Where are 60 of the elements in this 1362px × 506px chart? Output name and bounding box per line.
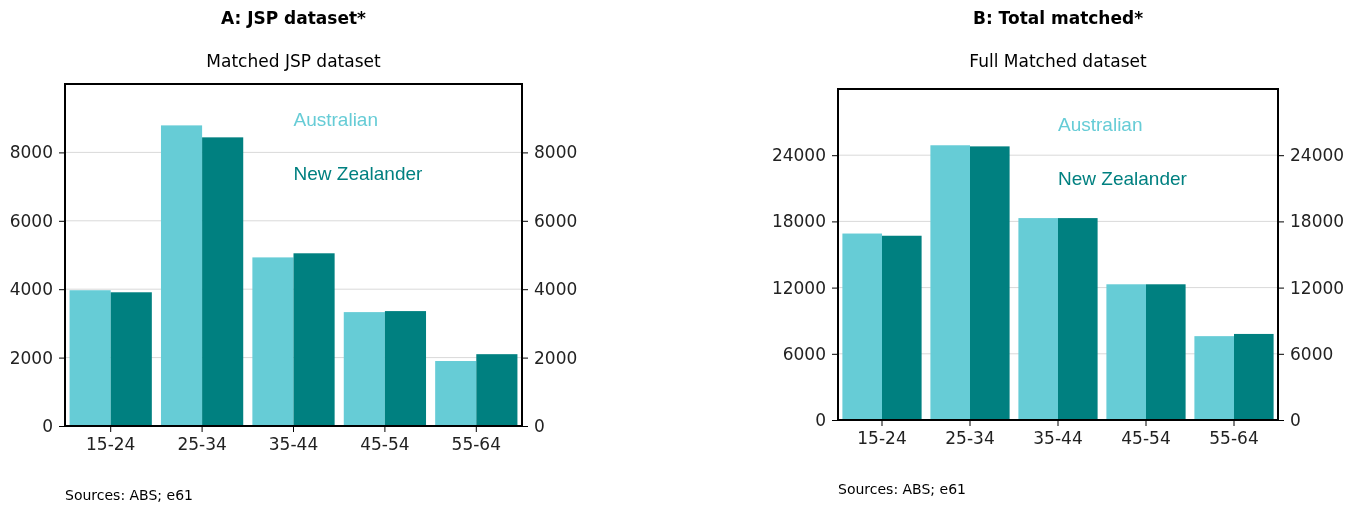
bar xyxy=(1106,284,1146,420)
y-tick-label: 18000 xyxy=(771,211,826,232)
bar xyxy=(1018,218,1058,420)
chart-subtitle: Matched JSP dataset xyxy=(206,51,381,71)
y2-tick-label: 2000 xyxy=(534,347,578,368)
y-tick-label: 24000 xyxy=(771,145,826,166)
bar xyxy=(252,257,294,426)
bar xyxy=(69,290,111,426)
x-tick-label: 55-64 xyxy=(1209,428,1259,449)
y-tick-label: 8000 xyxy=(9,142,53,163)
y2-tick-label: 6000 xyxy=(1290,343,1334,364)
y-tick-label: 6000 xyxy=(9,210,53,231)
y2-tick-label: 18000 xyxy=(1290,211,1345,232)
y-tick-label: 6000 xyxy=(782,343,826,364)
bar xyxy=(160,125,203,426)
bar xyxy=(384,311,427,426)
x-tick-label: 55-64 xyxy=(451,434,501,455)
chart-title: B: Total matched* xyxy=(972,8,1144,28)
bar xyxy=(293,253,335,426)
source-note: Sources: ABS; e61 xyxy=(65,487,193,503)
bar xyxy=(1058,218,1098,420)
bar xyxy=(1146,284,1186,420)
chart-title: A: JSP dataset* xyxy=(220,8,367,28)
y2-tick-label: 12000 xyxy=(1290,277,1345,298)
bar xyxy=(970,146,1010,420)
y2-tick-label: 8000 xyxy=(534,142,578,163)
x-tick-label: 25-34 xyxy=(177,434,227,455)
text: New Zealander xyxy=(293,163,424,184)
bar xyxy=(882,235,922,420)
bar xyxy=(343,312,385,426)
y2-tick-label: 0 xyxy=(534,415,545,436)
y-tick-label: 2000 xyxy=(9,347,53,368)
bar xyxy=(1234,333,1274,420)
y-tick-label: 4000 xyxy=(9,279,53,300)
x-tick-label: 15-24 xyxy=(86,434,136,455)
x-tick-label: 35-44 xyxy=(1033,428,1083,449)
chart-subtitle: Full Matched dataset xyxy=(969,51,1147,71)
bar xyxy=(202,137,244,426)
y2-tick-label: 4000 xyxy=(534,279,578,300)
x-tick-label: 15-24 xyxy=(857,428,907,449)
y-tick-label: 0 xyxy=(815,409,826,430)
text: Australian xyxy=(1058,114,1143,135)
x-tick-label: 35-44 xyxy=(268,434,319,455)
y-tick-label: 12000 xyxy=(771,277,826,298)
x-tick-label: 45-54 xyxy=(360,434,410,455)
bar xyxy=(435,361,477,426)
y2-tick-label: 24000 xyxy=(1290,145,1345,166)
series-label: New Zealander xyxy=(1058,168,1188,189)
y2-tick-label: 6000 xyxy=(534,210,578,231)
bar xyxy=(110,292,152,426)
y-tick-label: 0 xyxy=(42,415,53,436)
bar xyxy=(476,354,518,426)
source-note: Sources: ABS; e61 xyxy=(838,481,966,497)
bar xyxy=(930,145,970,420)
bar xyxy=(842,233,882,420)
text: Australian xyxy=(293,109,378,130)
y2-tick-label: 0 xyxy=(1290,409,1301,430)
x-tick-label: 45-54 xyxy=(1121,428,1171,449)
x-tick-label: 25-34 xyxy=(945,428,995,449)
bar xyxy=(1194,336,1234,420)
